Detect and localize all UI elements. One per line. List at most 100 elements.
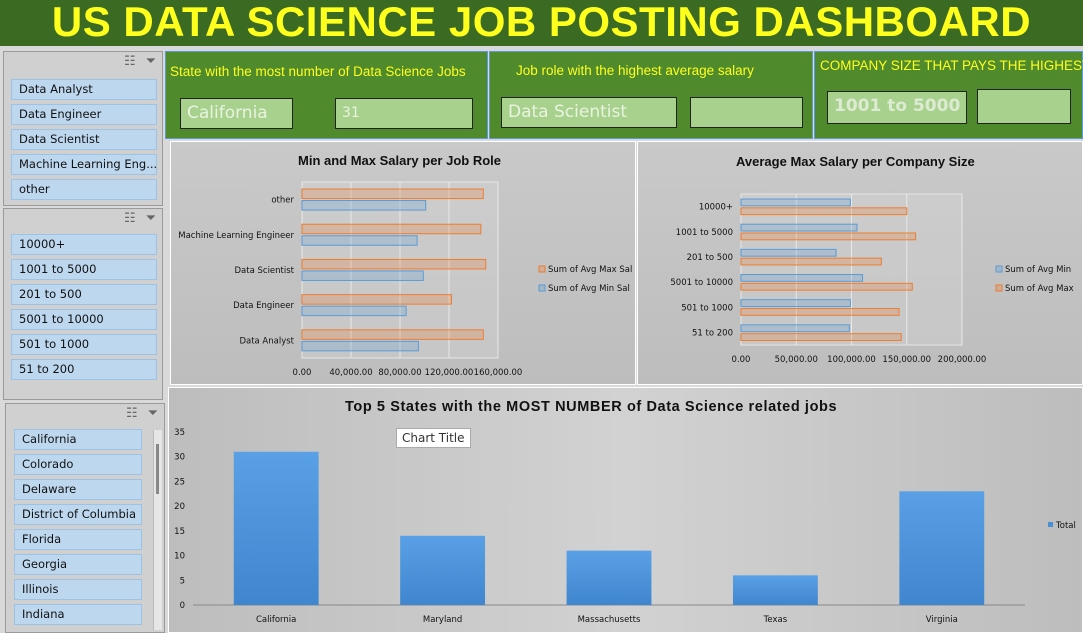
kpi-title: State with the most number of Data Scien…: [170, 64, 466, 79]
slicer-item[interactable]: Indiana: [14, 604, 142, 625]
chart-title: Top 5 States with the MOST NUMBER of Dat…: [345, 399, 838, 415]
legend-swatch: [538, 284, 546, 292]
y-tick-label: Data Engineer: [233, 301, 294, 311]
multi-select-icon[interactable]: ☷: [123, 54, 136, 69]
multi-select-icon[interactable]: ☷: [123, 211, 136, 226]
legend-label: Total: [1055, 521, 1076, 531]
bar: [301, 294, 452, 305]
x-tick-label: 40,000.00: [329, 368, 372, 378]
chart-title-tooltip: Chart Title: [396, 428, 471, 448]
bar: [740, 198, 851, 207]
kpi-value-extra: [977, 89, 1071, 124]
clear-filter-icon[interactable]: ⏷: [145, 211, 156, 226]
job-role-slicer[interactable]: ☷ ⏷ Data Analyst Data Engineer Data Scienti…: [3, 51, 163, 206]
bar: [740, 307, 900, 316]
bar: [301, 188, 484, 200]
slicer-item[interactable]: 1001 to 5000: [11, 259, 157, 280]
bar: [301, 235, 418, 246]
slicer-item[interactable]: 501 to 1000: [11, 334, 157, 355]
legend-swatch: [538, 265, 546, 273]
x-tick-label: 50,000.00: [775, 355, 818, 365]
kpi-value-count: 31: [335, 98, 473, 129]
chart-plot: 0.00 50,000.00 100,000.00 150,000.00 200,000…: [670, 193, 1074, 365]
multi-select-icon[interactable]: ☷: [125, 406, 138, 421]
chart-top-states[interactable]: Top 5 States with the MOST NUMBER of Dat…: [168, 387, 1083, 633]
y-tick-label: other: [271, 196, 294, 206]
slicer-item[interactable]: Florida: [14, 529, 142, 550]
x-tick-label: 200,000.00: [938, 355, 987, 365]
slicer-item[interactable]: Colorado: [14, 454, 142, 475]
y-tick-label: 1001 to 5000: [676, 228, 733, 238]
bar: [740, 223, 858, 232]
kpi-title: COMPANY SIZE THAT PAYS THE HIGHEST: [820, 58, 1083, 73]
y-tick-label: 5001 to 10000: [670, 278, 733, 288]
bar: [301, 329, 484, 340]
slicer-item[interactable]: Data Engineer: [11, 104, 157, 125]
kpi-top-role: Job role with the highest average salary…: [489, 51, 813, 139]
kpi-value-role: Data Scientist: [501, 97, 677, 128]
kpi-value-state: California: [180, 98, 293, 129]
bar: [740, 324, 850, 333]
slicer-item[interactable]: 201 to 500: [11, 284, 157, 305]
y-tick-label: 10: [174, 552, 185, 562]
slicer-item[interactable]: 51 to 200: [11, 359, 157, 380]
company-size-slicer[interactable]: ☷ ⏷ 10000+ 1001 to 5000 201 to 500 5001 to 1…: [3, 208, 163, 400]
legend-label: Sum of Avg Max: [1005, 284, 1074, 294]
slicer-item[interactable]: Illinois: [14, 579, 142, 600]
x-tick-label: 120,000.00: [425, 368, 474, 378]
slicer-item[interactable]: Data Analyst: [11, 79, 157, 100]
clear-filter-icon[interactable]: ⏷: [147, 406, 158, 421]
kpi-title: Job role with the highest average salary: [516, 63, 754, 78]
bar: [301, 200, 427, 211]
scrollbar-thumb[interactable]: [156, 444, 159, 494]
slicer-scrollbar[interactable]: [153, 430, 162, 630]
kpi-top-state: State with the most number of Data Scien…: [165, 51, 488, 139]
bar: [301, 340, 419, 352]
legend-label: Sum of Avg Min Sal: [548, 284, 630, 294]
bar: [740, 299, 851, 307]
bar: [740, 274, 864, 282]
bar: [740, 232, 917, 241]
bar: [740, 282, 913, 291]
x-tick-label: Texas: [763, 615, 788, 625]
legend-label: Sum of Avg Min: [1005, 265, 1071, 275]
chart-salary-company-size[interactable]: Average Max Salary per Company Size 0.00…: [637, 141, 1083, 385]
kpi-value-extra: [690, 97, 803, 128]
slicer-item[interactable]: Georgia: [14, 554, 142, 575]
slicer-item[interactable]: other: [11, 179, 157, 200]
slicer-item[interactable]: 10000+: [11, 234, 157, 255]
x-tick-label: 80,000.00: [378, 368, 421, 378]
y-tick-label: 15: [174, 527, 185, 537]
x-tick-label: Maryland: [423, 615, 462, 625]
slicer-item[interactable]: Machine Learning Eng...: [11, 154, 157, 175]
slicer-item[interactable]: Delaware: [14, 479, 142, 500]
bar: [899, 491, 985, 605]
dashboard-title: US DATA SCIENCE JOB POSTING DASHBOARD: [51, 0, 1032, 45]
slicer-item[interactable]: 5001 to 10000: [11, 309, 157, 330]
slicer-item[interactable]: Data Scientist: [11, 129, 157, 150]
legend-label: Sum of Avg Max Sal: [548, 265, 632, 275]
y-tick-label: 51 to 200: [692, 328, 733, 338]
y-tick-label: Data Analyst: [239, 336, 294, 346]
x-tick-label: 100,000.00: [827, 355, 876, 365]
bar: [301, 270, 424, 281]
clear-filter-icon[interactable]: ⏷: [145, 54, 156, 69]
bar: [566, 550, 652, 605]
chart-title: Average Max Salary per Company Size: [736, 154, 975, 169]
dashboard-header: US DATA SCIENCE JOB POSTING DASHBOARD: [0, 0, 1083, 46]
y-tick-label: 35: [174, 428, 185, 438]
chart-title: Min and Max Salary per Job Role: [298, 153, 501, 168]
bar: [740, 333, 902, 341]
x-tick-label: Virginia: [926, 615, 958, 625]
bar: [233, 451, 319, 605]
bar: [400, 535, 486, 605]
chart-min-max-salary-role[interactable]: Min and Max Salary per Job Role 0.00 40,0…: [170, 141, 636, 385]
x-tick-label: 160,000.00: [474, 368, 523, 378]
kpi-value-company: 1001 to 5000: [827, 91, 967, 124]
y-tick-label: 25: [174, 477, 185, 487]
state-slicer[interactable]: ☷ ⏷ California Colorado Delaware District of…: [5, 403, 165, 633]
slicer-item[interactable]: District of Columbia: [14, 504, 142, 525]
legend-swatch: [1048, 522, 1053, 527]
slicer-item[interactable]: California: [14, 429, 142, 450]
bar: [740, 257, 882, 266]
